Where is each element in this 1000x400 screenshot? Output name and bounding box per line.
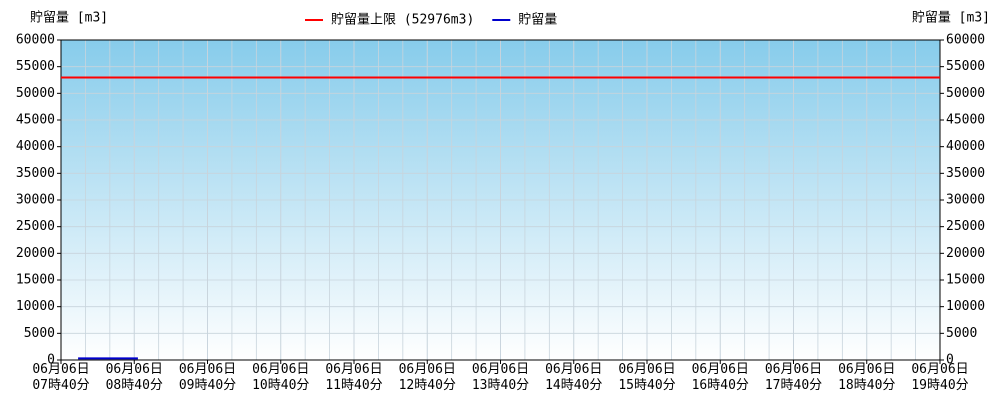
y-tick-label: 30000	[16, 193, 55, 208]
y-tick-label: 15000	[16, 273, 55, 288]
y2-tick-label: 15000	[946, 273, 985, 288]
y-tick-label: 20000	[16, 246, 55, 261]
y-tick-label: 50000	[16, 86, 55, 101]
x-tick-label: 06月06日 19時40分	[911, 362, 969, 393]
y-tick-label: 60000	[16, 33, 55, 48]
y-tick-label: 55000	[16, 59, 55, 74]
x-tick-label: 06月06日 17時40分	[764, 362, 823, 393]
x-tick-label: 06月06日 18時40分	[838, 362, 896, 393]
y2-tick-label: 30000	[946, 193, 985, 208]
y2-tick-label: 0	[946, 353, 954, 368]
x-tick-label: 06月06日 09時40分	[178, 362, 237, 393]
y2-tick-label: 40000	[946, 139, 985, 154]
y-tick-label: 35000	[16, 166, 55, 181]
y-tick-label: 0	[47, 353, 55, 368]
x-tick-label: 06月06日 14時40分	[545, 362, 603, 393]
x-tick-label: 06月06日 16時40分	[691, 362, 749, 393]
y-tick-label: 45000	[16, 113, 55, 128]
y2-tick-label: 35000	[946, 166, 985, 181]
x-tick-label: 06月06日 12時40分	[398, 362, 456, 393]
plot-border	[60, 39, 941, 361]
y2-tick-label: 60000	[946, 33, 985, 48]
y2-tick-label: 50000	[946, 86, 985, 101]
y2-tick-label: 45000	[946, 113, 985, 128]
y-tick-label: 10000	[16, 299, 55, 314]
legend-label: 貯留量上限 (52976m3)	[331, 13, 474, 28]
y-tick-label: 25000	[16, 219, 55, 234]
x-tick-label: 06月06日 07時40分	[32, 362, 90, 393]
x-tick-label: 06月06日 15時40分	[618, 362, 676, 393]
x-tick-label: 06月06日 11時40分	[325, 362, 383, 393]
y2-tick-label: 20000	[946, 246, 985, 261]
y2-tick-label: 10000	[946, 299, 985, 314]
x-tick-label: 06月06日 13時40分	[471, 362, 530, 393]
y-axis-label: 貯留量 [m3]	[30, 11, 108, 26]
y2-tick-label: 55000	[946, 59, 985, 74]
y-tick-label: 5000	[24, 326, 55, 341]
y-tick-label: 40000	[16, 139, 55, 154]
x-tick-label: 06月06日 10時40分	[252, 362, 310, 393]
y2-tick-label: 5000	[946, 326, 977, 341]
legend-label: 貯留量	[518, 13, 557, 28]
x-tick-label: 06月06日 08時40分	[105, 362, 163, 393]
y2-tick-label: 25000	[946, 219, 985, 234]
y2-axis-label: 貯留量 [m3]	[912, 11, 990, 26]
